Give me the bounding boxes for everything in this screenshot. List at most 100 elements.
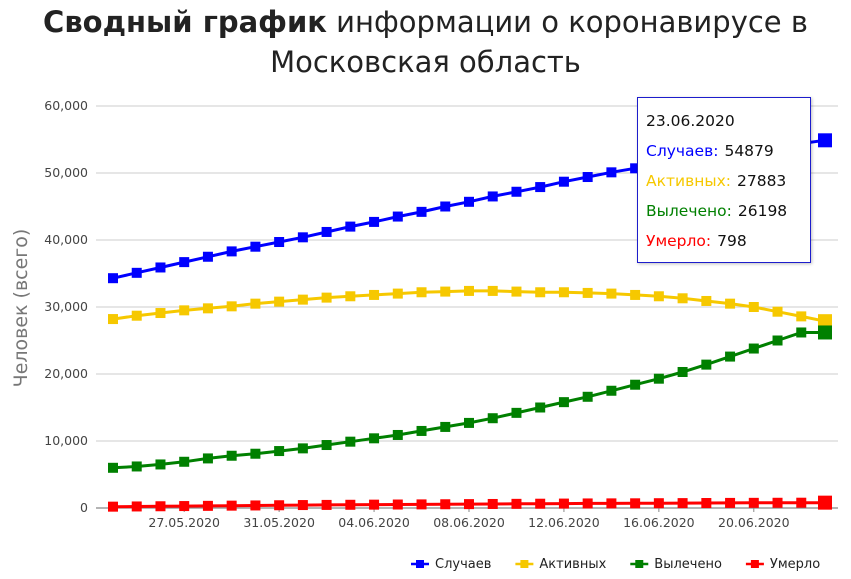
- data-point[interactable]: [701, 295, 712, 306]
- data-point[interactable]: [274, 446, 285, 457]
- data-point[interactable]: [511, 407, 522, 418]
- data-point[interactable]: [558, 176, 569, 187]
- data-point[interactable]: [701, 498, 712, 509]
- data-point[interactable]: [748, 497, 759, 508]
- data-point[interactable]: [226, 246, 237, 257]
- data-point[interactable]: [202, 500, 213, 511]
- data-point[interactable]: [131, 501, 142, 512]
- data-point[interactable]: [464, 285, 474, 296]
- legend-item-0[interactable]: Случаев: [411, 557, 491, 572]
- data-point[interactable]: [558, 397, 569, 408]
- data-point[interactable]: [535, 182, 546, 193]
- data-point[interactable]: [464, 499, 474, 510]
- data-point[interactable]: [582, 498, 593, 509]
- data-point[interactable]: [392, 288, 403, 299]
- data-point[interactable]: [392, 429, 403, 440]
- data-point[interactable]: [155, 459, 166, 470]
- data-point[interactable]: [818, 314, 832, 329]
- data-point[interactable]: [250, 241, 261, 252]
- data-point[interactable]: [440, 286, 451, 297]
- data-point[interactable]: [677, 293, 688, 304]
- data-point[interactable]: [202, 453, 213, 464]
- data-point[interactable]: [321, 292, 332, 303]
- data-point[interactable]: [155, 308, 166, 319]
- data-point[interactable]: [440, 201, 451, 212]
- data-point[interactable]: [392, 499, 403, 510]
- data-point[interactable]: [416, 425, 427, 436]
- data-point[interactable]: [250, 298, 261, 309]
- data-point[interactable]: [748, 302, 759, 312]
- data-point[interactable]: [606, 385, 617, 396]
- data-point[interactable]: [535, 498, 546, 509]
- data-point[interactable]: [250, 448, 261, 459]
- data-point[interactable]: [535, 287, 546, 298]
- data-point[interactable]: [701, 359, 712, 370]
- data-point[interactable]: [179, 456, 190, 467]
- data-point[interactable]: [511, 286, 522, 297]
- data-point[interactable]: [464, 196, 474, 207]
- legend-item-3[interactable]: Умерло: [745, 557, 820, 572]
- data-point[interactable]: [796, 311, 807, 322]
- data-point[interactable]: [511, 186, 522, 197]
- data-point[interactable]: [677, 498, 688, 509]
- data-point[interactable]: [630, 379, 641, 390]
- data-point[interactable]: [416, 287, 427, 298]
- data-point[interactable]: [796, 497, 807, 508]
- data-point[interactable]: [202, 303, 213, 314]
- data-point[interactable]: [606, 498, 617, 509]
- data-point[interactable]: [131, 310, 142, 321]
- data-point[interactable]: [606, 288, 617, 299]
- data-point[interactable]: [202, 251, 213, 262]
- data-point[interactable]: [725, 351, 736, 362]
- data-point[interactable]: [511, 498, 522, 509]
- data-point[interactable]: [345, 499, 356, 510]
- data-point[interactable]: [226, 301, 237, 312]
- data-point[interactable]: [274, 296, 285, 307]
- data-point[interactable]: [464, 417, 474, 428]
- data-point[interactable]: [108, 462, 118, 473]
- data-point[interactable]: [321, 440, 332, 451]
- data-point[interactable]: [179, 257, 190, 268]
- data-point[interactable]: [416, 499, 427, 510]
- data-point[interactable]: [345, 436, 356, 447]
- data-point[interactable]: [818, 133, 832, 148]
- data-point[interactable]: [440, 421, 451, 432]
- data-point[interactable]: [630, 289, 641, 300]
- data-point[interactable]: [226, 450, 237, 461]
- data-point[interactable]: [416, 206, 427, 217]
- data-point[interactable]: [369, 216, 380, 227]
- data-point[interactable]: [677, 366, 688, 377]
- data-point[interactable]: [108, 501, 118, 512]
- data-point[interactable]: [818, 325, 832, 340]
- data-point[interactable]: [369, 499, 380, 510]
- data-point[interactable]: [297, 294, 308, 305]
- data-point[interactable]: [345, 291, 356, 302]
- data-point[interactable]: [606, 167, 617, 178]
- data-point[interactable]: [725, 298, 736, 309]
- data-point[interactable]: [131, 461, 142, 472]
- data-point[interactable]: [179, 305, 190, 316]
- legend-item-1[interactable]: Активных: [515, 557, 607, 572]
- data-point[interactable]: [155, 262, 166, 273]
- data-point[interactable]: [274, 237, 285, 248]
- data-point[interactable]: [345, 221, 356, 232]
- data-point[interactable]: [558, 498, 569, 509]
- data-point[interactable]: [321, 499, 332, 510]
- data-point[interactable]: [131, 267, 142, 278]
- data-point[interactable]: [108, 314, 118, 325]
- data-point[interactable]: [582, 172, 593, 183]
- data-point[interactable]: [297, 232, 308, 243]
- data-point[interactable]: [487, 285, 498, 296]
- data-point[interactable]: [582, 391, 593, 402]
- data-point[interactable]: [487, 191, 498, 202]
- data-point[interactable]: [582, 287, 593, 298]
- data-point[interactable]: [748, 343, 759, 354]
- data-point[interactable]: [297, 500, 308, 511]
- data-point[interactable]: [653, 291, 664, 302]
- data-point[interactable]: [630, 163, 641, 174]
- data-point[interactable]: [440, 499, 451, 510]
- data-point[interactable]: [321, 226, 332, 237]
- data-point[interactable]: [558, 287, 569, 298]
- data-point[interactable]: [297, 443, 308, 454]
- data-point[interactable]: [772, 306, 783, 317]
